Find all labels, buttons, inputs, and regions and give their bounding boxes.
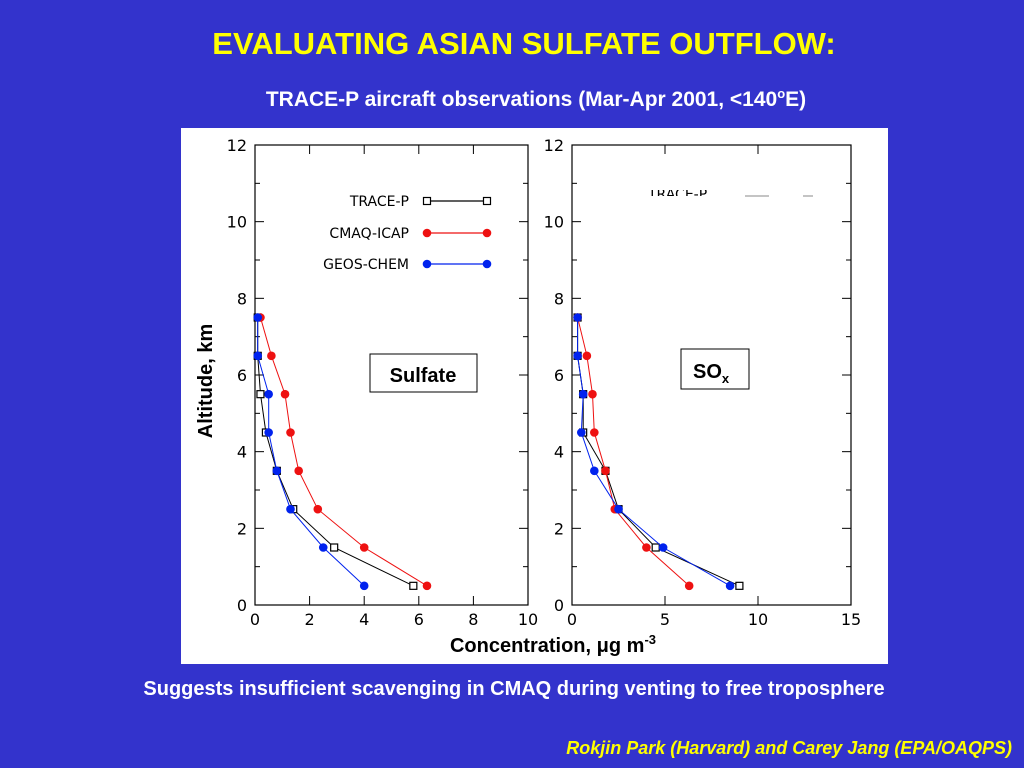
legend-marker-left-cmaq-icap xyxy=(422,228,432,238)
data-point-0-geos-chem-4 xyxy=(264,428,273,437)
data-point-0-geos-chem-0 xyxy=(359,581,369,591)
y-tick-label-0-4: 4 xyxy=(237,443,247,462)
x-axis-label-main: Concentration, xyxy=(450,635,597,657)
x-tick-label-0-6: 6 xyxy=(414,610,424,629)
data-point-1-geos-chem-3 xyxy=(590,466,599,476)
data-point-0-cmaq-icap-2 xyxy=(313,504,323,514)
x-tick-label-0-0: 0 xyxy=(250,610,260,629)
x-tick-label-0-8: 8 xyxy=(468,610,478,629)
y-tick-label-0-10: 10 xyxy=(227,213,247,232)
data-point-1-cmaq-icap-3 xyxy=(601,466,610,476)
data-point-1-geos-chem-4 xyxy=(577,428,586,437)
y-tick-label-1-8: 8 xyxy=(554,289,564,308)
data-point-0-cmaq-icap-3 xyxy=(294,466,303,476)
y-tick-label-1-10: 10 xyxy=(544,213,564,232)
x-tick-label-1-15: 15 xyxy=(841,610,861,629)
data-point-1-cmaq-icap-5 xyxy=(588,389,597,399)
x-tick-label-1-10: 10 xyxy=(748,610,768,629)
y-tick-label-0-2: 2 xyxy=(237,519,247,538)
data-point-0-geos-chem-3 xyxy=(272,466,282,476)
data-point-0-cmaq-icap-5 xyxy=(280,389,290,399)
y-tick-label-0-8: 8 xyxy=(237,289,247,308)
sulfate-label: Sulfate xyxy=(390,365,457,387)
data-point-1-geos-chem-6 xyxy=(573,351,582,361)
y-tick-label-1-0: 0 xyxy=(554,596,564,615)
data-point-0-cmaq-icap-6 xyxy=(267,351,276,361)
data-point-1-geos-chem-5 xyxy=(578,389,588,399)
data-point-1-cmaq-icap-6 xyxy=(582,351,592,361)
sox-label-main: SO xyxy=(693,361,722,383)
data-point-1-geos-chem-1 xyxy=(658,543,668,552)
data-point-1-geos-chem-7 xyxy=(573,313,582,322)
data-point-1-cmaq-icap-4 xyxy=(590,428,599,437)
subtitle-end: E) xyxy=(785,88,807,111)
y-tick-label-1-2: 2 xyxy=(554,519,564,538)
slide-subtitle: TRACE-P aircraft observations (Mar-Apr 2… xyxy=(0,86,1024,112)
legend-marker-left-geos-chem xyxy=(422,259,432,269)
sulfate-label-box xyxy=(369,353,478,393)
y-tick-label-0-0: 0 xyxy=(237,596,247,615)
sox-label-sub: x xyxy=(722,371,730,386)
x-axis-label-unit: g m xyxy=(609,635,645,657)
series-line-1-geos-chem xyxy=(577,317,731,587)
x-tick-label-1-5: 5 xyxy=(660,610,670,629)
data-point-0-cmaq-icap-4 xyxy=(286,428,295,437)
sox-label: SOx xyxy=(693,361,730,386)
chart-panel: 0 2 4 6 8 10 12 0 2 4 6 8 10 0 2 4 6 8 10 12 0 5 10 15 TRACE-P CM… xyxy=(181,128,888,664)
y-axis-label: Altitude, km xyxy=(195,324,217,438)
y-tick-label-1-12: 12 xyxy=(544,136,564,155)
data-point-0-trace-p-1 xyxy=(330,543,339,552)
x-tick-label-0-10: 10 xyxy=(518,610,538,629)
data-point-0-geos-chem-6 xyxy=(253,351,263,361)
chart-figure: 0 2 4 6 8 10 12 0 2 4 6 8 10 0 2 4 6 8 10 12 0 5 10 15 TRACE-P CM… xyxy=(195,136,861,657)
data-point-0-cmaq-icap-1 xyxy=(359,543,369,552)
slide-credit: Rokjin Park (Harvard) and Carey Jang (EP… xyxy=(566,738,1012,758)
data-point-0-geos-chem-1 xyxy=(318,543,328,552)
legend-partial-label: TRACE-P xyxy=(647,187,707,203)
series-line-1-cmaq-icap xyxy=(577,317,690,587)
sox-label-box xyxy=(680,348,750,390)
data-point-1-trace-p-0 xyxy=(735,581,744,590)
data-point-0-trace-p-5 xyxy=(256,390,265,399)
data-point-1-geos-chem-0 xyxy=(725,581,735,591)
subtitle-main: TRACE-P aircraft observations (Mar-Apr 2… xyxy=(265,88,778,111)
x-axis-label-sup: -3 xyxy=(644,632,656,647)
data-point-0-geos-chem-2 xyxy=(286,504,295,514)
x-tick-label-0-4: 4 xyxy=(359,610,369,629)
y-tick-label-0-12: 12 xyxy=(227,136,247,155)
legend-marker-right-cmaq-icap xyxy=(482,228,492,238)
legend-marker-right-trace-p xyxy=(482,196,492,206)
x-tick-label-0-2: 2 xyxy=(305,610,315,629)
legend-label-cmaq-icap: CMAQ-ICAP xyxy=(329,226,409,242)
y-tick-label-1-4: 4 xyxy=(554,443,564,462)
x-tick-label-1-0: 0 xyxy=(567,610,577,629)
legend-label-trace-p: TRACE-P xyxy=(349,194,409,210)
series-line-0-trace-p xyxy=(257,317,414,587)
legend-marker-right-geos-chem xyxy=(482,259,492,269)
y-tick-label-0-6: 6 xyxy=(237,366,247,385)
data-point-1-trace-p-1 xyxy=(651,543,660,552)
legend-label-geos-chem: GEOS-CHEM xyxy=(323,257,409,273)
data-point-1-geos-chem-2 xyxy=(614,504,623,514)
slide-title: EVALUATING ASIAN SULFATE OUTFLOW: xyxy=(212,26,836,61)
slide-caption: Suggests insufficient scavenging in CMAQ… xyxy=(143,678,885,700)
subtitle-superscript: o xyxy=(777,86,786,101)
data-point-1-cmaq-icap-0 xyxy=(684,581,694,591)
x-axis-label: Concentration, μg m-3 xyxy=(450,632,656,657)
data-point-0-geos-chem-5 xyxy=(264,389,273,399)
data-point-0-geos-chem-7 xyxy=(253,313,263,322)
series-line-0-cmaq-icap xyxy=(260,317,428,587)
data-point-1-cmaq-icap-1 xyxy=(642,543,651,552)
data-point-0-trace-p-0 xyxy=(409,581,418,590)
series-line-0-geos-chem xyxy=(257,317,365,587)
data-point-0-cmaq-icap-0 xyxy=(422,581,432,591)
y-tick-label-1-6: 6 xyxy=(554,366,564,385)
x-axis-label-mu: μ xyxy=(597,635,609,657)
legend-marker-left-trace-p xyxy=(422,196,432,206)
